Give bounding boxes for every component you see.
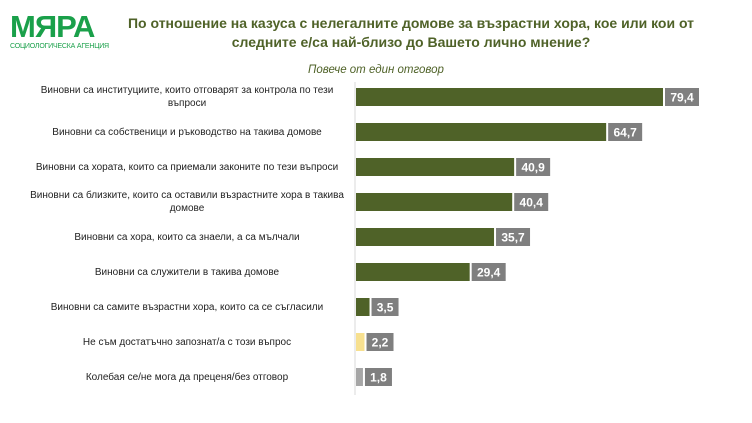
logo-name: МЯРА bbox=[10, 9, 95, 44]
bar bbox=[356, 298, 370, 316]
category-label: Виновни са самите възрастни хора, които … bbox=[50, 301, 324, 313]
bar bbox=[356, 193, 513, 211]
category-label: Виновни са институциите, които отговарят… bbox=[40, 85, 334, 109]
data-label-box bbox=[496, 228, 531, 246]
category-label: Виновни са собственици и ръководство на … bbox=[52, 126, 322, 138]
bar bbox=[356, 228, 495, 246]
data-label-box bbox=[608, 123, 643, 141]
category-label: Виновни са хората, които са приемали зак… bbox=[35, 161, 339, 173]
chart-subtitle: Повече от един отговор bbox=[308, 64, 444, 76]
data-label: 64,7 bbox=[613, 126, 637, 140]
bar bbox=[356, 158, 515, 176]
data-label-box bbox=[371, 298, 399, 316]
data-label-box bbox=[514, 193, 549, 211]
bar bbox=[356, 123, 607, 141]
chart-title: По отношение на казуса с нелегалните дом… bbox=[127, 15, 695, 50]
data-label: 1,8 bbox=[370, 371, 387, 385]
data-label: 79,4 bbox=[670, 91, 694, 105]
data-label: 3,5 bbox=[377, 301, 394, 315]
logo: МЯРА СОЦИОЛОГИЧЕСКА АГЕНЦИЯ bbox=[10, 9, 109, 50]
category-label: Виновни са близките, които са оставили в… bbox=[30, 190, 344, 214]
category-label: Не съм достатъчно запознат/а с този въпр… bbox=[82, 336, 292, 348]
data-label: 40,4 bbox=[520, 196, 544, 210]
bar bbox=[356, 263, 470, 281]
data-label-box bbox=[471, 263, 506, 281]
data-label-box bbox=[366, 333, 394, 351]
bar bbox=[356, 333, 365, 351]
category-label: Виновни са служители в такива домове bbox=[94, 266, 280, 278]
data-label: 35,7 bbox=[501, 231, 525, 245]
data-label: 40,9 bbox=[521, 161, 545, 175]
data-label-box bbox=[516, 158, 551, 176]
data-label-box bbox=[364, 368, 392, 386]
bar bbox=[356, 368, 363, 386]
category-label: Колебая се/не мога да преценя/без отгово… bbox=[85, 371, 289, 383]
logo-tagline: СОЦИОЛОГИЧЕСКА АГЕНЦИЯ bbox=[10, 43, 109, 50]
data-label: 29,4 bbox=[477, 266, 501, 280]
data-label-box bbox=[665, 88, 699, 106]
data-label: 2,2 bbox=[372, 336, 389, 350]
category-label: Виновни са хора, които са знаели, а са м… bbox=[74, 231, 300, 243]
bar bbox=[356, 88, 663, 106]
